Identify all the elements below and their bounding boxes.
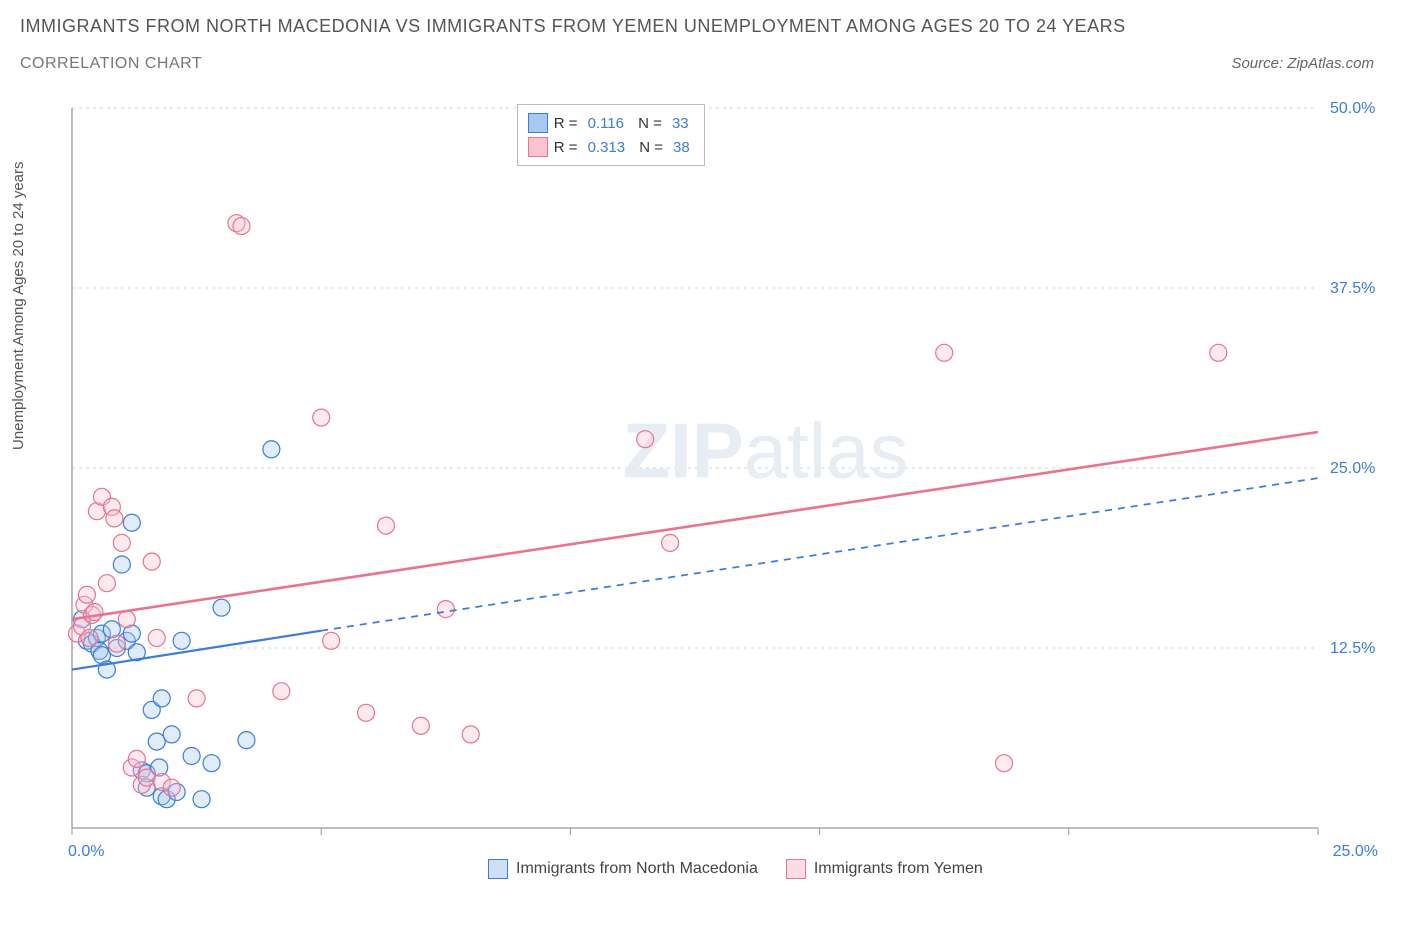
data-point xyxy=(203,755,220,772)
data-point xyxy=(173,632,190,649)
data-point xyxy=(263,441,280,458)
data-point xyxy=(113,534,130,551)
r-value: 0.116 xyxy=(584,115,628,132)
header: IMMIGRANTS FROM NORTH MACEDONIA VS IMMIG… xyxy=(0,0,1406,77)
n-label: N = xyxy=(634,115,662,132)
data-point xyxy=(233,218,250,235)
y-tick-label: 25.0% xyxy=(1330,460,1375,477)
y-tick-label: 12.5% xyxy=(1330,640,1375,657)
data-point xyxy=(81,629,98,646)
n-label: N = xyxy=(635,139,663,156)
data-point xyxy=(462,726,479,743)
data-point xyxy=(238,732,255,749)
data-point xyxy=(163,779,180,796)
data-point xyxy=(313,409,330,426)
data-point xyxy=(98,575,115,592)
data-point xyxy=(128,750,145,767)
n-value: 33 xyxy=(668,115,693,132)
data-point xyxy=(377,517,394,534)
legend-label: Immigrants from Yemen xyxy=(814,860,983,878)
scatter-chart: ZIPatlas 12.5% 25.0% 37.5% 50.0% 0.0% 25.0% xyxy=(68,100,1388,870)
data-point xyxy=(637,431,654,448)
data-point xyxy=(148,629,165,646)
data-point xyxy=(996,755,1013,772)
data-point xyxy=(118,611,135,628)
x-tick-label: 25.0% xyxy=(1333,843,1378,860)
r-value: 0.313 xyxy=(584,139,630,156)
data-point xyxy=(78,586,95,603)
correlation-legend: R = 0.116 N = 33 R = 0.313 N = 38 xyxy=(517,104,705,166)
n-value: 38 xyxy=(669,139,694,156)
x-tick-label: 0.0% xyxy=(68,843,104,860)
page-title: IMMIGRANTS FROM NORTH MACEDONIA VS IMMIG… xyxy=(20,16,1386,37)
legend-label: Immigrants from North Macedonia xyxy=(516,860,758,878)
data-point xyxy=(113,556,130,573)
data-point xyxy=(123,514,140,531)
data-point xyxy=(108,635,125,652)
data-point xyxy=(662,534,679,551)
watermark: ZIPatlas xyxy=(622,406,908,494)
data-point xyxy=(183,748,200,765)
r-label: R = xyxy=(554,139,578,156)
data-point xyxy=(437,601,454,618)
data-point xyxy=(1210,344,1227,361)
data-point xyxy=(273,683,290,700)
legend-row: R = 0.116 N = 33 xyxy=(528,111,694,135)
data-point xyxy=(412,717,429,734)
legend-swatch xyxy=(528,137,548,157)
legend-swatch xyxy=(488,859,508,879)
r-label: R = xyxy=(554,115,578,132)
y-tick-label: 37.5% xyxy=(1330,280,1375,297)
data-point xyxy=(138,769,155,786)
data-point xyxy=(188,690,205,707)
y-tick-label: 50.0% xyxy=(1330,100,1375,117)
data-point xyxy=(358,704,375,721)
legend-item: Immigrants from North Macedonia xyxy=(488,859,758,879)
legend-item: Immigrants from Yemen xyxy=(786,859,983,879)
data-point xyxy=(143,553,160,570)
y-axis-label: Unemployment Among Ages 20 to 24 years xyxy=(10,161,27,450)
data-point xyxy=(106,510,123,527)
data-point xyxy=(323,632,340,649)
data-point xyxy=(153,690,170,707)
data-point xyxy=(163,726,180,743)
data-point xyxy=(936,344,953,361)
page-subtitle: CORRELATION CHART xyxy=(20,55,202,73)
data-point xyxy=(193,791,210,808)
series-legend: Immigrants from North Macedonia Immigrant… xyxy=(488,840,983,898)
data-point xyxy=(213,599,230,616)
chart-area: ZIPatlas 12.5% 25.0% 37.5% 50.0% 0.0% 25.0% R … xyxy=(68,100,1388,870)
source-label: Source: ZipAtlas.com xyxy=(1231,55,1386,72)
legend-swatch xyxy=(786,859,806,879)
trend-line-dash xyxy=(321,478,1318,631)
legend-swatch xyxy=(528,113,548,133)
legend-row: R = 0.313 N = 38 xyxy=(528,135,694,159)
